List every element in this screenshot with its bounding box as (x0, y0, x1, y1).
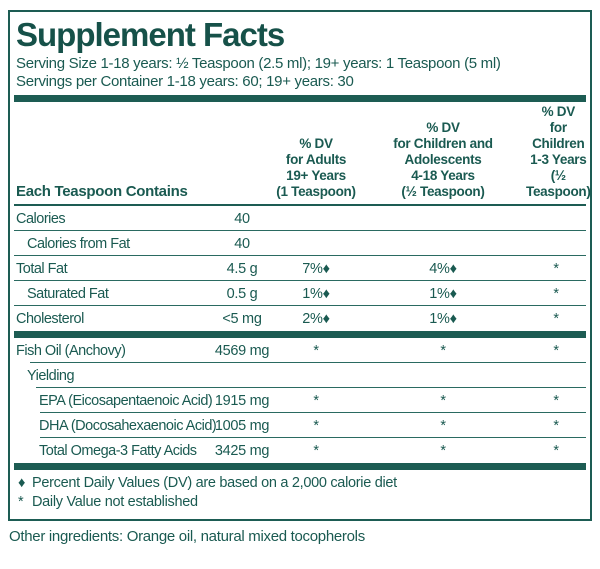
nutrient-name: Total Omega-3 Fatty Acids (39, 442, 197, 459)
nutrient-name: Total Fat (16, 260, 68, 277)
nutrient-amount: 40 (234, 235, 250, 252)
nutrient-amount: 4.5 g (226, 260, 258, 277)
nutrient-row-yielding: Yielding (14, 363, 586, 388)
nutrient-amount: 1005 mg (214, 417, 270, 434)
dv-adults-value: * (313, 417, 319, 434)
nutrient-name: Fish Oil (Anchovy) (16, 342, 126, 359)
diamond-icon: ♦ (18, 475, 26, 491)
footnotes: ♦ Percent Daily Values (DV) are based on… (14, 470, 586, 517)
dv-adults-value: * (313, 342, 319, 359)
dv-children-1-3-value: * (553, 442, 559, 459)
dv-children-4-18-value: * (440, 342, 446, 359)
supplement-facts-panel: Supplement Facts Serving Size 1-18 years… (8, 10, 592, 521)
nutrient-row-dha: DHA (Docosahexaenoic Acid) 1005 mg * * * (14, 413, 586, 438)
nutrient-row-saturated-fat: Saturated Fat 0.5 g 1%♦ 1%♦ * (14, 281, 586, 306)
nutrient-row-calories-from-fat: Calories from Fat 40 (14, 231, 586, 256)
serving-size-text: Serving Size 1-18 years: ½ Teaspoon (2.5… (16, 55, 501, 72)
nutrient-amount: 0.5 g (226, 285, 258, 302)
nutrient-row-total-omega-3: Total Omega-3 Fatty Acids 3425 mg * * * (14, 438, 586, 463)
nutrient-amount: <5 mg (222, 310, 262, 327)
dv-adults-value: * (313, 442, 319, 459)
nutrient-name: Saturated Fat (27, 285, 109, 302)
dv-children-4-18-value: 1%♦ (429, 310, 457, 327)
nutrient-amount: 3425 mg (214, 442, 270, 459)
each-teaspoon-contains-header: Each Teaspoon Contains (16, 183, 188, 200)
nutrient-name: EPA (Eicosapentaenoic Acid) (39, 392, 213, 409)
nutrient-amount: 40 (234, 210, 250, 227)
servings-per-container-text: Servings per Container 1-18 years: 60; 1… (16, 73, 354, 90)
dv-children-1-3-value: * (553, 417, 559, 434)
other-ingredients-text: Other ingredients: Orange oil, natural m… (9, 528, 365, 545)
dv-children-1-3-value: * (553, 342, 559, 359)
dv-adults-value: * (313, 392, 319, 409)
dv-adults-value: 2%♦ (302, 310, 330, 327)
thick-divider-middle (14, 331, 586, 338)
column-header-row: Each Teaspoon Contains % DV for Adults 1… (14, 102, 591, 206)
nutrient-row-fish-oil: Fish Oil (Anchovy) 4569 mg * * * (14, 338, 586, 363)
nutrient-name: Calories (16, 210, 66, 227)
dv-children-1-3-value: * (553, 392, 559, 409)
dv-children-4-18-value: * (440, 442, 446, 459)
footnote-daily-values: ♦ Percent Daily Values (DV) are based on… (18, 474, 586, 493)
nutrient-name: DHA (Docosahexaenoic Acid) (39, 417, 217, 434)
dv-children-1-3-value: * (553, 310, 559, 327)
nutrient-row-epa: EPA (Eicosapentaenoic Acid) 1915 mg * * … (14, 388, 586, 413)
asterisk-icon: * (18, 494, 24, 510)
nutrient-row-cholesterol: Cholesterol <5 mg 2%♦ 1%♦ * (14, 306, 586, 331)
dv-adults-column-header: % DV for Adults 19+ Years (1 Teaspoon) (276, 136, 356, 199)
dv-adults-value: 7%♦ (302, 260, 330, 277)
thick-divider-bottom (14, 463, 586, 470)
dv-children-4-18-value: 1%♦ (429, 285, 457, 302)
nutrient-name: Cholesterol (16, 310, 84, 327)
footnote-dv-not-established: * Daily Value not established (18, 493, 586, 512)
dv-children-4-18-value: * (440, 392, 446, 409)
nutrient-row-total-fat: Total Fat 4.5 g 7%♦ 4%♦ * (14, 256, 586, 281)
nutrient-amount: 1915 mg (214, 392, 270, 409)
dv-children-4-18-value: * (440, 417, 446, 434)
supplement-facts-title: Supplement Facts (16, 16, 285, 53)
nutrient-row-calories: Calories 40 (14, 206, 586, 231)
nutrient-amount: 4569 mg (214, 342, 270, 359)
dv-children-1-3-value: * (553, 285, 559, 302)
dv-adults-value: 1%♦ (302, 285, 330, 302)
footnote-text: Percent Daily Values (DV) are based on a… (32, 475, 397, 491)
footnote-text: Daily Value not established (32, 494, 198, 510)
dv-children-4-18-column-header: % DV for Children and Adolescents 4-18 Y… (393, 120, 493, 199)
dv-children-1-3-value: * (553, 260, 559, 277)
dv-children-4-18-value: 4%♦ (429, 260, 457, 277)
dv-children-1-3-column-header: % DV for Children 1-3 Years (½ Teaspoon) (526, 104, 591, 199)
nutrient-name: Yielding (27, 367, 75, 384)
nutrient-name: Calories from Fat (27, 235, 130, 252)
thick-divider-top (14, 95, 586, 102)
